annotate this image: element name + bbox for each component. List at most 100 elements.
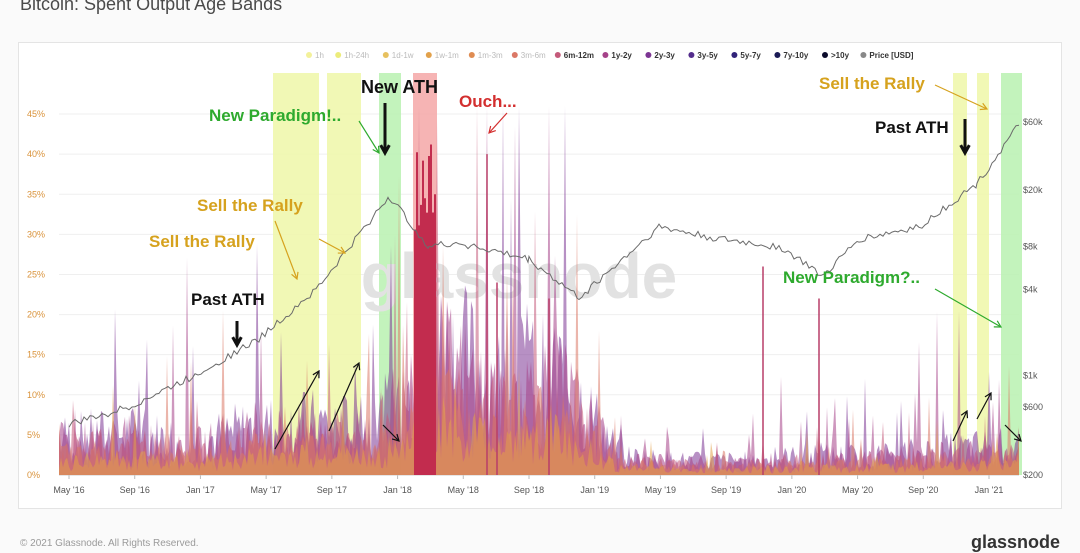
- x-tick-label: Jan '20: [777, 485, 806, 495]
- legend-swatch: [602, 52, 609, 58]
- annotation-label: Sell the Rally: [149, 232, 255, 251]
- annotation-label: Past ATH: [875, 118, 949, 137]
- highlight-region-paradigm: [1001, 73, 1022, 475]
- x-tick-label: Sep '17: [317, 485, 347, 495]
- y-right-tick-label: $4k: [1023, 285, 1038, 295]
- legend-swatch: [822, 52, 828, 58]
- legend-label: 1h: [315, 51, 324, 60]
- trend-arrow-head: [391, 433, 400, 442]
- ath-arrow-head: [379, 144, 391, 157]
- x-tick-label: May '20: [842, 485, 873, 495]
- y-right-tick-label: $60k: [1023, 117, 1043, 127]
- legend-label: 7y-10y: [783, 51, 808, 60]
- page-title: Bitcoin: Spent Output Age Bands: [20, 0, 283, 14]
- x-tick-label: Sep '19: [711, 485, 741, 495]
- annotation-label: New Paradigm!..: [209, 106, 341, 125]
- annotation-pointer: [318, 238, 346, 254]
- legend-label: 5y-7y: [740, 51, 761, 60]
- y-tick-label: 10%: [27, 390, 45, 400]
- legend-swatch: [511, 52, 518, 58]
- x-tick-label: May '19: [645, 485, 676, 495]
- annotation-pointer: [358, 120, 380, 154]
- band-area: [59, 176, 1019, 475]
- annotation-pointer: [934, 84, 988, 110]
- legend-label: 6m-12m: [564, 51, 594, 60]
- legend-swatch: [425, 52, 432, 58]
- y-tick-label: 25%: [27, 269, 45, 279]
- legend-label: >10y: [831, 51, 850, 60]
- annotation-pointer-head: [337, 246, 347, 254]
- y-right-tick-label: $1k: [1023, 370, 1038, 380]
- copyright: © 2021 Glassnode. All Rights Reserved.: [20, 538, 199, 549]
- x-tick-label: Sep '20: [908, 485, 938, 495]
- trend-arrow-head: [312, 369, 320, 379]
- y-tick-label: 20%: [27, 310, 45, 320]
- band-area: [59, 366, 1019, 475]
- legend-label: 3m-6m: [521, 51, 546, 60]
- trend-arrow: [1004, 424, 1022, 442]
- trend-arrow: [274, 370, 320, 450]
- x-tick-label: May '18: [448, 485, 479, 495]
- y-right-tick-label: $200: [1023, 470, 1043, 480]
- legend-swatch: [335, 52, 342, 58]
- y-tick-label: 15%: [27, 350, 45, 360]
- chart: 0% 5% 10% 15% 20% 25% 30% 35% 40% 45% $200 $600 $1k $…: [27, 51, 1043, 495]
- annotation-label: New Paradigm?..: [783, 268, 920, 287]
- trend-arrow: [328, 362, 360, 432]
- legend-swatch: [306, 52, 312, 58]
- legend-swatch: [860, 52, 867, 58]
- annotation-pointer: [934, 288, 1002, 328]
- ath-arrow-head: [231, 336, 243, 349]
- trend-arrow: [382, 424, 400, 442]
- brand-logo: glassnode: [970, 532, 1060, 552]
- legend-label: 3y-5y: [697, 51, 718, 60]
- x-tick-label: Sep '18: [514, 485, 544, 495]
- y-right-tick-label: $20k: [1023, 185, 1043, 195]
- annotation-pointer-head: [488, 125, 496, 134]
- legend-label: 1d-1w: [392, 51, 414, 60]
- trend-arrow-head: [1013, 433, 1022, 442]
- legend-label: 1y-2y: [611, 51, 632, 60]
- legend-swatch: [382, 52, 389, 58]
- trend-arrow-head: [960, 409, 969, 419]
- trend-arrow: [952, 410, 968, 442]
- annotation-label: Past ATH: [191, 290, 265, 309]
- y-tick-label: 40%: [27, 149, 45, 159]
- legend-swatch: [774, 52, 781, 58]
- x-tick-label: Jan '17: [186, 485, 215, 495]
- legend-swatch: [468, 52, 475, 58]
- y-tick-label: 30%: [27, 229, 45, 239]
- trend-arrow: [976, 392, 992, 420]
- annotation-pointer-head: [993, 320, 1003, 328]
- trend-arrow-head: [984, 391, 992, 401]
- legend-swatch: [688, 52, 695, 58]
- y-tick-label: 35%: [27, 189, 45, 199]
- legend-label: 1w-1m: [435, 51, 459, 60]
- annotation-label: Sell the Rally: [819, 74, 925, 93]
- annotation-pointer: [274, 220, 298, 280]
- y-tick-label: 5%: [27, 430, 40, 440]
- legend-swatch: [731, 52, 738, 58]
- x-tick-label: Jan '21: [975, 485, 1004, 495]
- trend-arrow-head: [352, 361, 361, 371]
- legend-label: 1m-3m: [478, 51, 503, 60]
- x-tick-label: Jan '18: [383, 485, 412, 495]
- legend-label: 2y-3y: [654, 51, 675, 60]
- annotation-pointer-head: [291, 271, 299, 281]
- annotation-pointer: [488, 112, 508, 134]
- highlight-region-sell: [953, 73, 967, 475]
- legend-swatch: [645, 52, 652, 58]
- x-tick-label: Sep '16: [120, 485, 150, 495]
- annotation-pointer-head: [372, 145, 380, 155]
- annotation-label: Sell the Rally: [197, 196, 303, 215]
- y-right-tick-label: $8k: [1023, 242, 1038, 252]
- y-tick-label: 0%: [27, 470, 40, 480]
- chart-panel: 0% 5% 10% 15% 20% 25% 30% 35% 40% 45% $200 $600 $1k $…: [18, 42, 1062, 509]
- y-tick-label: 45%: [27, 109, 45, 119]
- legend-label: 1h-24h: [344, 51, 369, 60]
- x-tick-label: May '17: [251, 485, 282, 495]
- x-tick-label: May '16: [53, 485, 84, 495]
- legend-label: Price [USD]: [869, 51, 913, 60]
- y-right-tick-label: $600: [1023, 402, 1043, 412]
- highlight-region-sell: [977, 73, 989, 475]
